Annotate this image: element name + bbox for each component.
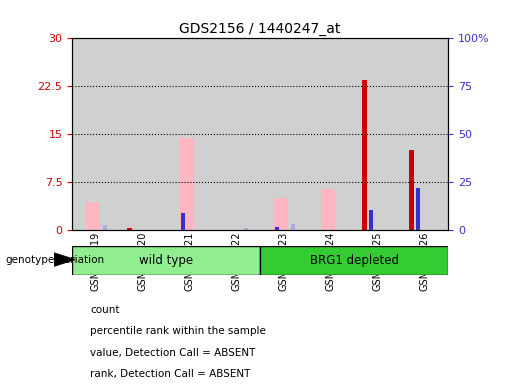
Bar: [274, 199, 288, 230]
Text: BRG1 depleted: BRG1 depleted: [310, 254, 399, 266]
Bar: [274, 227, 279, 230]
Text: wild type: wild type: [139, 254, 193, 266]
Text: value, Detection Call = ABSENT: value, Detection Call = ABSENT: [90, 348, 255, 358]
Text: genotype/variation: genotype/variation: [5, 255, 104, 265]
Bar: [260, 38, 307, 230]
Bar: [72, 38, 119, 230]
Text: rank, Detection Call = ABSENT: rank, Detection Call = ABSENT: [90, 369, 250, 379]
Bar: [409, 151, 414, 230]
Bar: [86, 202, 100, 230]
Bar: [369, 210, 373, 230]
Bar: [260, 246, 448, 275]
Bar: [166, 38, 213, 230]
Bar: [244, 227, 248, 230]
Bar: [213, 38, 260, 230]
Bar: [72, 246, 260, 275]
Bar: [362, 80, 367, 230]
Bar: [119, 38, 166, 230]
Bar: [401, 38, 448, 230]
Text: count: count: [90, 305, 119, 315]
Bar: [416, 188, 420, 230]
Bar: [290, 223, 295, 230]
Bar: [180, 137, 194, 230]
Bar: [127, 228, 132, 230]
Polygon shape: [54, 253, 75, 266]
Bar: [102, 225, 107, 230]
Title: GDS2156 / 1440247_at: GDS2156 / 1440247_at: [179, 22, 341, 36]
Bar: [181, 213, 185, 230]
Text: percentile rank within the sample: percentile rank within the sample: [90, 326, 266, 336]
Bar: [354, 38, 401, 230]
Bar: [321, 189, 335, 230]
Bar: [307, 38, 354, 230]
